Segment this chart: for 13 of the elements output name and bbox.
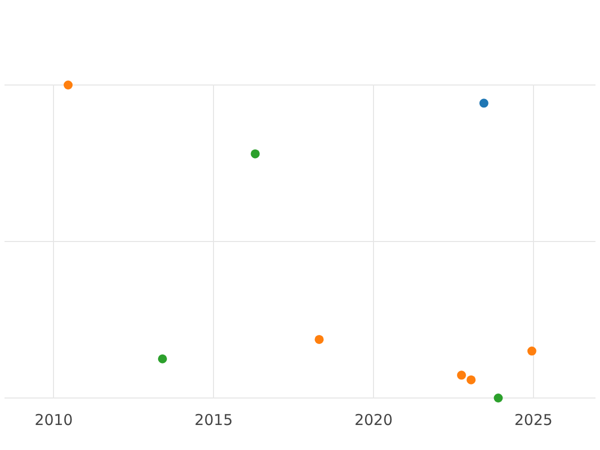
point <box>314 334 324 344</box>
point <box>158 354 167 364</box>
point <box>250 149 260 158</box>
point <box>479 98 488 108</box>
x-tick-label: 2025 <box>514 410 553 429</box>
point <box>494 394 503 402</box>
x-tick-label: 2020 <box>354 410 393 429</box>
x-tick-label: 2015 <box>194 410 233 429</box>
x-tick-label: 2010 <box>34 410 73 429</box>
point <box>64 80 73 90</box>
point <box>457 370 466 380</box>
point <box>527 346 536 356</box>
point <box>466 375 476 384</box>
